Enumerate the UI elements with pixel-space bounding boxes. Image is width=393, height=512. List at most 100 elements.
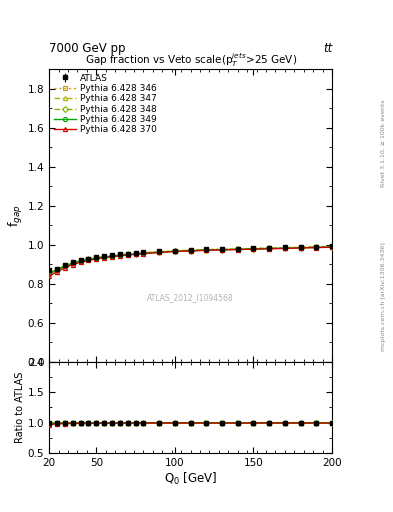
Text: 7000 GeV pp: 7000 GeV pp xyxy=(49,42,126,55)
Pythia 6.428 347 xyxy=(118,252,122,258)
Pythia 6.428 347 xyxy=(235,246,240,252)
Pythia 6.428 348 xyxy=(94,255,99,261)
Pythia 6.428 370 xyxy=(110,253,114,260)
Pythia 6.428 347 xyxy=(78,258,83,264)
Pythia 6.428 349 xyxy=(78,258,83,264)
Pythia 6.428 349 xyxy=(251,246,256,252)
Pythia 6.428 348 xyxy=(78,258,83,264)
Pythia 6.428 349 xyxy=(70,260,75,266)
Pythia 6.428 348 xyxy=(267,245,272,251)
Pythia 6.428 348 xyxy=(70,260,75,266)
Pythia 6.428 347 xyxy=(102,253,107,260)
Pythia 6.428 370 xyxy=(62,265,67,271)
Pythia 6.428 370 xyxy=(125,252,130,258)
Pythia 6.428 349 xyxy=(102,254,107,260)
Text: ATLAS_2012_I1094568: ATLAS_2012_I1094568 xyxy=(147,293,234,302)
Pythia 6.428 349 xyxy=(267,245,272,251)
Pythia 6.428 346 xyxy=(298,244,303,250)
Pythia 6.428 348 xyxy=(314,244,319,250)
Pythia 6.428 370 xyxy=(141,250,146,257)
Title: Gap fraction vs Veto scale(p$_T^{jets}$>25 GeV): Gap fraction vs Veto scale(p$_T^{jets}$>… xyxy=(84,51,297,69)
Pythia 6.428 349 xyxy=(235,246,240,252)
Pythia 6.428 347 xyxy=(251,245,256,251)
Pythia 6.428 370 xyxy=(204,247,209,253)
Pythia 6.428 349 xyxy=(125,251,130,258)
Pythia 6.428 346 xyxy=(157,249,162,255)
Text: mcplots.cern.ch [arXiv:1306.3436]: mcplots.cern.ch [arXiv:1306.3436] xyxy=(381,243,386,351)
Y-axis label: Ratio to ATLAS: Ratio to ATLAS xyxy=(15,372,25,443)
Pythia 6.428 370 xyxy=(70,262,75,268)
Text: Rivet 3.1.10, ≥ 100k events: Rivet 3.1.10, ≥ 100k events xyxy=(381,99,386,187)
Pythia 6.428 346 xyxy=(173,248,177,254)
Pythia 6.428 346 xyxy=(267,245,272,251)
Pythia 6.428 347 xyxy=(267,245,272,251)
Pythia 6.428 347 xyxy=(298,244,303,250)
Pythia 6.428 370 xyxy=(251,246,256,252)
Pythia 6.428 349 xyxy=(141,250,146,257)
Line: Pythia 6.428 349: Pythia 6.428 349 xyxy=(47,245,334,276)
Pythia 6.428 347 xyxy=(55,267,59,273)
Pythia 6.428 348 xyxy=(86,256,91,262)
Pythia 6.428 348 xyxy=(47,270,51,276)
Pythia 6.428 348 xyxy=(118,252,122,258)
Pythia 6.428 349 xyxy=(298,245,303,251)
Pythia 6.428 348 xyxy=(283,245,287,251)
Pythia 6.428 349 xyxy=(110,253,114,259)
X-axis label: Q$_0$ [GeV]: Q$_0$ [GeV] xyxy=(164,471,217,487)
Pythia 6.428 347 xyxy=(86,256,91,262)
Pythia 6.428 349 xyxy=(118,252,122,258)
Pythia 6.428 370 xyxy=(235,246,240,252)
Pythia 6.428 349 xyxy=(62,263,67,269)
Line: Pythia 6.428 370: Pythia 6.428 370 xyxy=(47,245,334,278)
Pythia 6.428 347 xyxy=(188,247,193,253)
Pythia 6.428 348 xyxy=(251,246,256,252)
Pythia 6.428 349 xyxy=(283,245,287,251)
Pythia 6.428 370 xyxy=(94,256,99,262)
Pythia 6.428 346 xyxy=(55,266,59,272)
Text: tt: tt xyxy=(323,42,332,55)
Pythia 6.428 349 xyxy=(173,248,177,254)
Pythia 6.428 346 xyxy=(125,251,130,257)
Pythia 6.428 349 xyxy=(55,267,59,273)
Pythia 6.428 370 xyxy=(47,273,51,279)
Pythia 6.428 347 xyxy=(62,263,67,269)
Pythia 6.428 346 xyxy=(47,270,51,276)
Pythia 6.428 348 xyxy=(125,251,130,258)
Pythia 6.428 347 xyxy=(141,250,146,256)
Pythia 6.428 347 xyxy=(133,250,138,257)
Line: Pythia 6.428 347: Pythia 6.428 347 xyxy=(47,245,334,275)
Pythia 6.428 346 xyxy=(204,246,209,252)
Pythia 6.428 346 xyxy=(118,251,122,258)
Pythia 6.428 349 xyxy=(188,248,193,254)
Pythia 6.428 349 xyxy=(94,255,99,261)
Pythia 6.428 346 xyxy=(330,243,334,249)
Pythia 6.428 348 xyxy=(330,244,334,250)
Pythia 6.428 348 xyxy=(62,263,67,269)
Pythia 6.428 347 xyxy=(314,244,319,250)
Pythia 6.428 370 xyxy=(314,245,319,251)
Pythia 6.428 346 xyxy=(283,245,287,251)
Y-axis label: f$_{gap}$: f$_{gap}$ xyxy=(7,204,25,227)
Pythia 6.428 347 xyxy=(110,253,114,259)
Pythia 6.428 370 xyxy=(78,259,83,265)
Pythia 6.428 347 xyxy=(157,249,162,255)
Pythia 6.428 348 xyxy=(110,253,114,259)
Pythia 6.428 346 xyxy=(102,253,107,260)
Pythia 6.428 370 xyxy=(298,245,303,251)
Pythia 6.428 370 xyxy=(220,247,224,253)
Pythia 6.428 349 xyxy=(47,271,51,277)
Pythia 6.428 370 xyxy=(86,258,91,264)
Pythia 6.428 349 xyxy=(204,247,209,253)
Pythia 6.428 348 xyxy=(133,250,138,257)
Pythia 6.428 370 xyxy=(188,248,193,254)
Pythia 6.428 370 xyxy=(157,249,162,255)
Pythia 6.428 370 xyxy=(118,253,122,259)
Pythia 6.428 346 xyxy=(220,246,224,252)
Legend: ATLAS, Pythia 6.428 346, Pythia 6.428 347, Pythia 6.428 348, Pythia 6.428 349, P: ATLAS, Pythia 6.428 346, Pythia 6.428 34… xyxy=(52,72,158,136)
Pythia 6.428 347 xyxy=(220,246,224,252)
Pythia 6.428 346 xyxy=(62,263,67,269)
Pythia 6.428 370 xyxy=(330,244,334,250)
Pythia 6.428 346 xyxy=(78,258,83,264)
Pythia 6.428 346 xyxy=(94,254,99,261)
Pythia 6.428 348 xyxy=(102,254,107,260)
